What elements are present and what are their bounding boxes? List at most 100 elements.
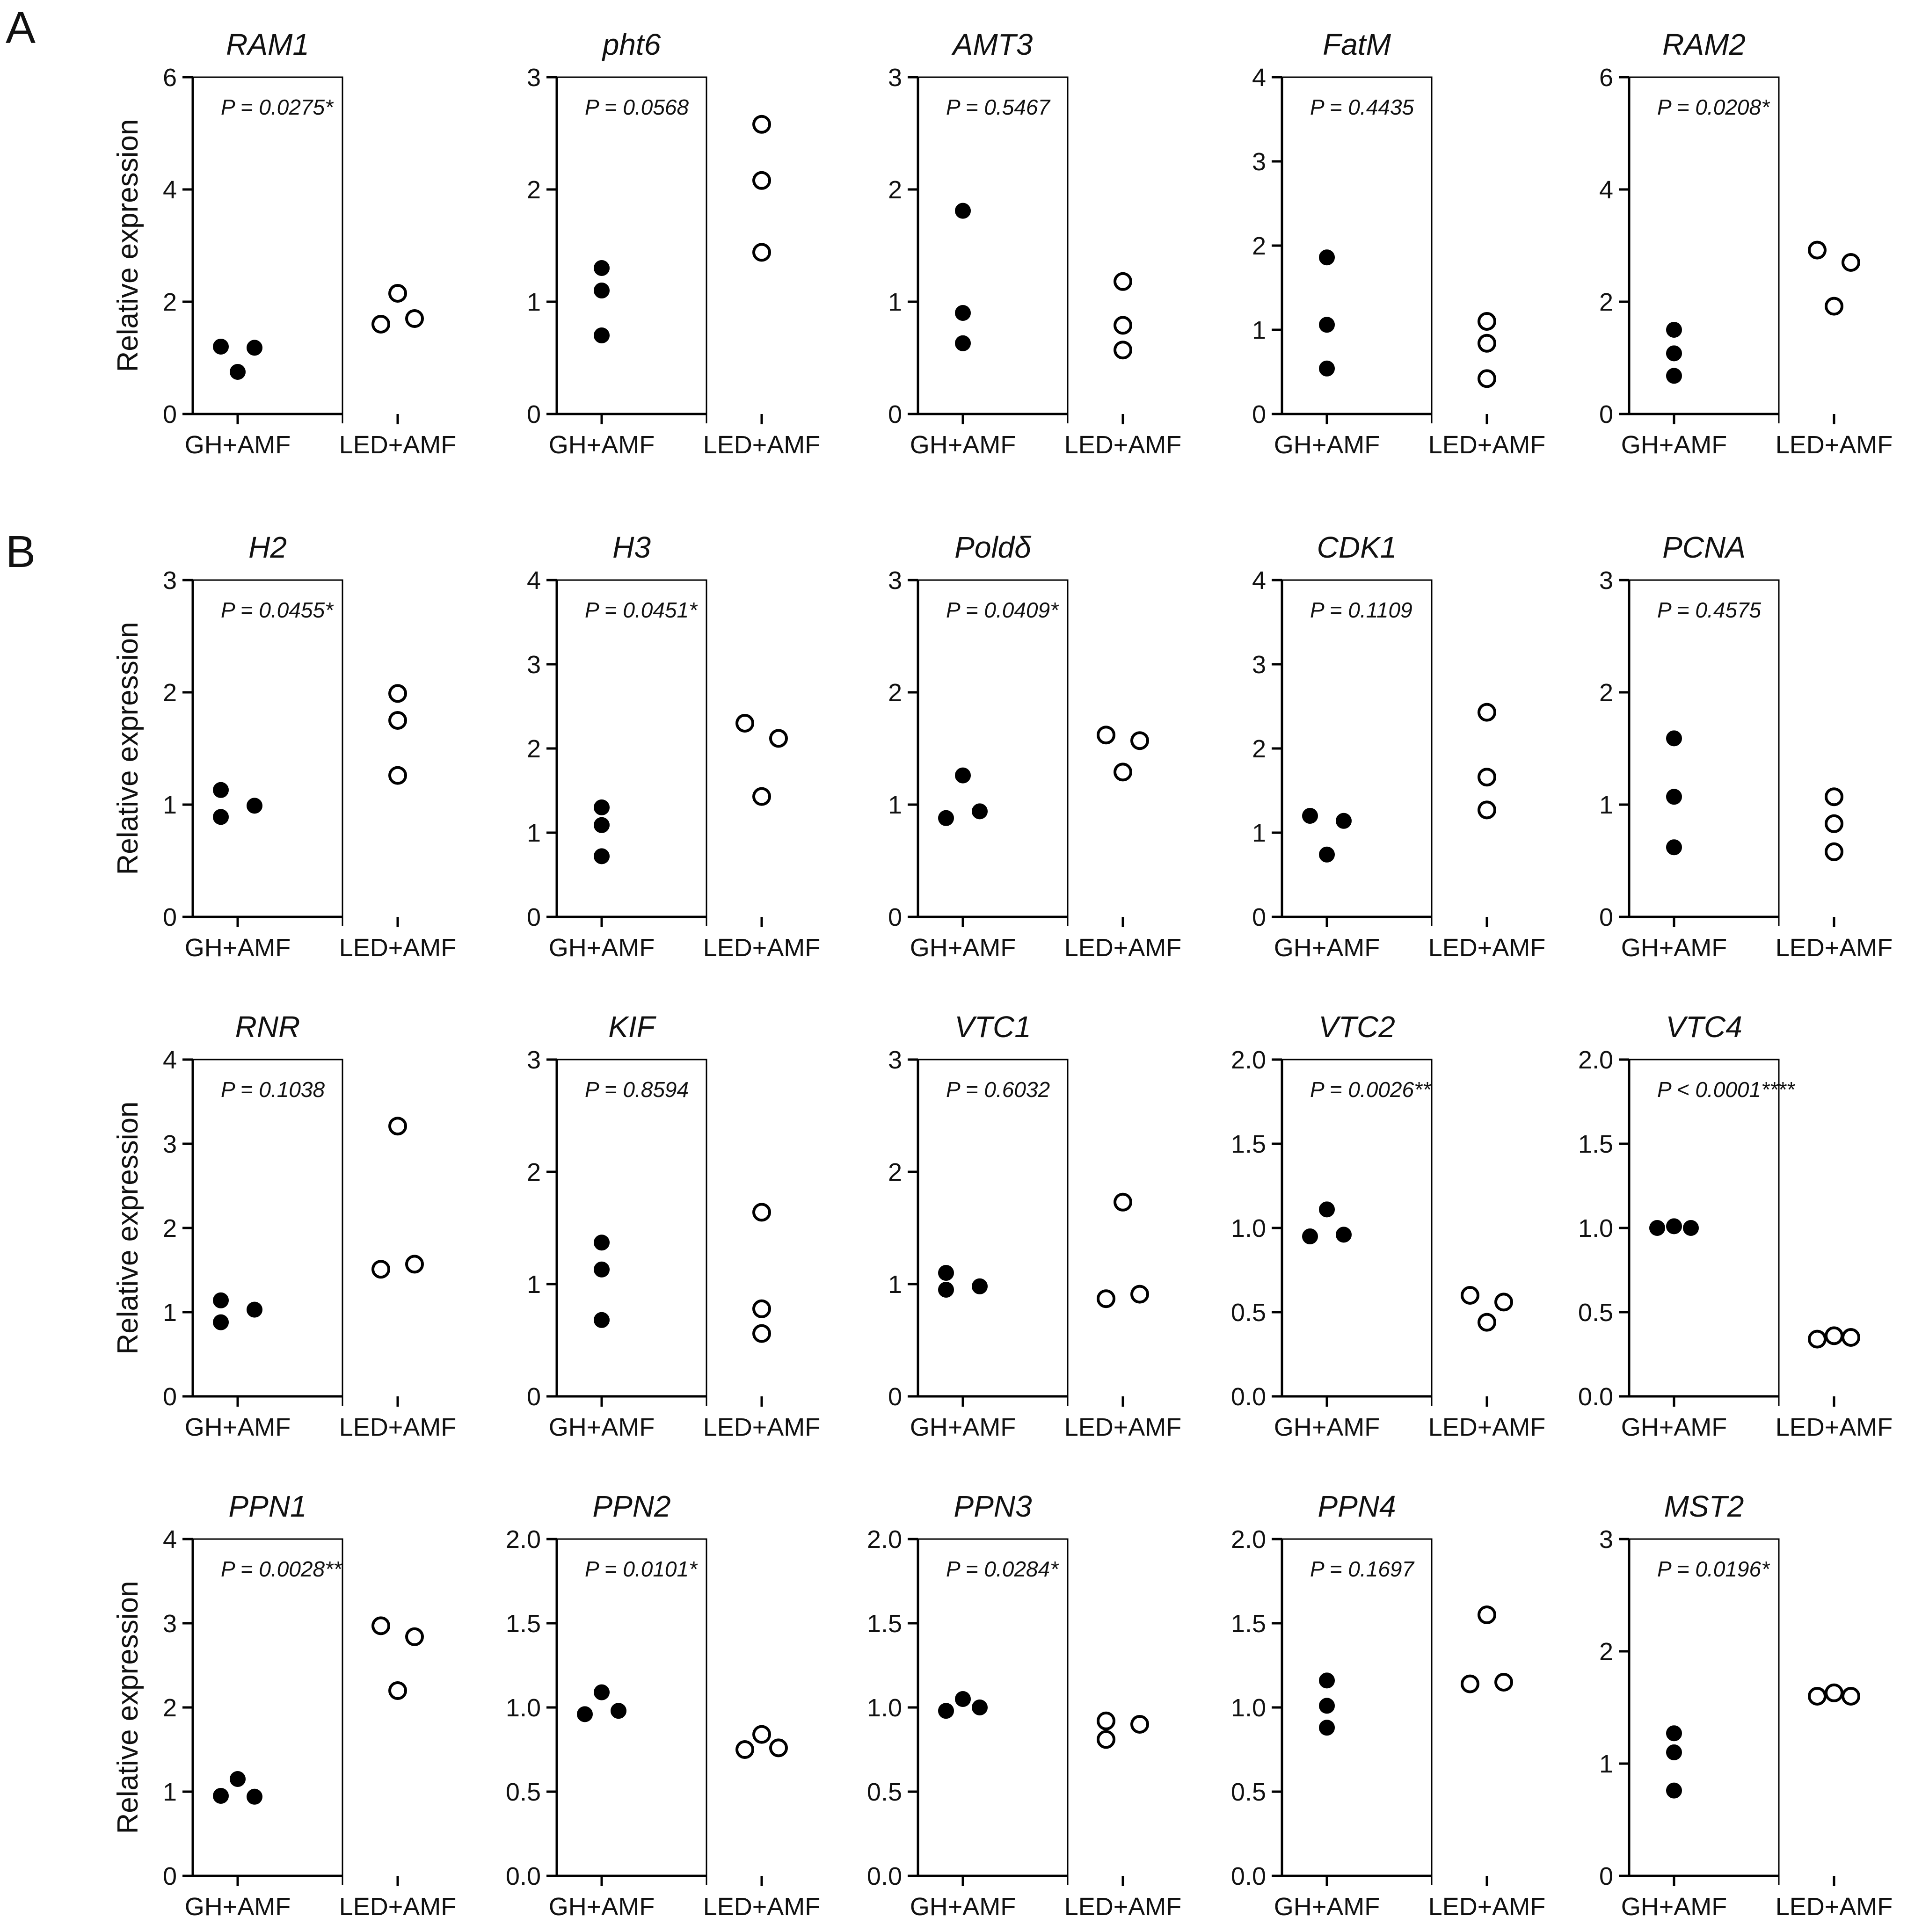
plot-frame [918, 1059, 1069, 1406]
y-tick-label: 4 [1252, 567, 1266, 595]
y-tick-label: 1 [163, 1299, 177, 1327]
data-point-led-amf [388, 284, 407, 303]
data-point-gh-amf [594, 283, 610, 298]
x-tick-label: GH+AMF [549, 431, 655, 459]
data-point-gh-amf [594, 1312, 610, 1328]
data-point-led-amf [1097, 1711, 1115, 1730]
data-point-gh-amf [972, 1278, 988, 1294]
p-value-label: P = 0.0028** [221, 1557, 342, 1581]
x-tick-label: LED+AMF [1064, 431, 1182, 459]
y-tick-label: 0 [888, 903, 902, 931]
x-tick-label: LED+AMF [1428, 1413, 1546, 1441]
p-value-label: P = 0.0409* [946, 598, 1059, 622]
x-tick-label: LED+AMF [1776, 1893, 1893, 1921]
y-tick-label: 0.5 [867, 1778, 902, 1806]
y-tick-label: 2 [1599, 288, 1613, 316]
y-tick-label: 4 [1599, 176, 1613, 204]
data-point-gh-amf [1302, 1228, 1318, 1244]
chart-h2: H2 P = 0.0455* 0 1 2 3 GH+AMF LED+AMF Relative e… [112, 530, 456, 962]
data-point-led-amf [735, 714, 754, 733]
chart-title: H3 [612, 530, 651, 564]
y-tick-label: 0 [1599, 1862, 1613, 1890]
y-tick-label: 1.0 [506, 1694, 541, 1722]
data-point-led-amf [1130, 1285, 1149, 1304]
p-value-label: P = 0.0568 [585, 95, 689, 119]
data-point-led-amf [1478, 1605, 1496, 1624]
p-value-label: P = 0.0101* [585, 1557, 698, 1581]
data-point-gh-amf [1319, 360, 1335, 377]
y-tick-label: 0.5 [1231, 1299, 1266, 1327]
data-point-led-amf [1114, 316, 1132, 335]
x-tick-label: LED+AMF [703, 431, 821, 459]
plot-frame [557, 579, 707, 926]
chart-fatm: FatM P = 0.4435 0 1 2 3 4 GH+AMF LED+AMF [1252, 28, 1545, 459]
chart-amt3: AMT3 P = 0.5467 0 1 2 3 GH+AMF LED+AMF [888, 28, 1181, 459]
data-point-led-amf [752, 243, 771, 262]
y-tick-label: 3 [1599, 1525, 1613, 1554]
y-tick-label: 4 [163, 1525, 177, 1554]
data-point-led-amf [1097, 1289, 1115, 1308]
data-point-gh-amf [594, 799, 610, 815]
data-point-gh-amf [1319, 249, 1335, 266]
y-tick-label: 0 [163, 903, 177, 931]
plot-frame [918, 76, 1069, 423]
y-tick-label: 2 [163, 1694, 177, 1722]
data-point-gh-amf [1319, 1698, 1335, 1714]
y-tick-label: 3 [163, 1610, 177, 1638]
data-point-gh-amf [1666, 1725, 1682, 1742]
y-tick-label: 3 [888, 64, 902, 92]
data-point-gh-amf [213, 782, 229, 798]
chart-ram1: RAM1 P = 0.0275* 0 2 4 6 GH+AMF LED+AMF Relative… [112, 28, 456, 459]
data-point-gh-amf [247, 1788, 262, 1805]
data-point-led-amf [1478, 369, 1496, 388]
y-tick-label: 0 [1599, 903, 1613, 931]
x-tick-label: GH+AMF [1274, 1413, 1380, 1441]
y-tick-label: 2.0 [1578, 1046, 1613, 1074]
plot-frame [557, 1059, 707, 1406]
data-point-led-amf [1825, 814, 1843, 833]
y-tick-label: 0.5 [1578, 1299, 1613, 1327]
p-value-label: P = 0.1038 [221, 1077, 325, 1102]
y-tick-label: 0 [888, 400, 902, 429]
p-value-label: P = 0.8594 [585, 1077, 689, 1102]
plot-frame [557, 1538, 707, 1885]
data-point-led-amf [1842, 253, 1860, 272]
data-point-led-amf [1478, 768, 1496, 787]
y-tick-label: 3 [888, 1046, 902, 1074]
y-tick-label: 2 [888, 1158, 902, 1186]
plot-frame [193, 76, 343, 423]
data-point-gh-amf [1666, 322, 1682, 338]
y-axis-label: Relative expression [112, 622, 144, 875]
y-tick-label: 1 [1599, 791, 1613, 819]
chart-ppn1: PPN1 P = 0.0028** 0 1 2 3 4 GH+AMF LED+AMF Relati… [112, 1489, 456, 1921]
data-point-led-amf [1478, 312, 1496, 331]
x-tick-label: GH+AMF [910, 1893, 1016, 1921]
data-point-led-amf [1808, 1329, 1827, 1349]
y-axis-label: Relative expression [112, 1581, 144, 1834]
y-tick-label: 0 [527, 400, 541, 429]
data-point-gh-amf [1336, 1227, 1352, 1243]
x-tick-label: GH+AMF [1621, 1893, 1727, 1921]
chart-ppn2: PPN2 P = 0.0101* 0.0 0.5 1.0 1.5 2.0 GH+AMF LED+… [506, 1489, 820, 1921]
x-tick-label: LED+AMF [339, 1893, 457, 1921]
p-value-label: P = 0.0455* [221, 598, 334, 622]
data-point-led-amf [1478, 703, 1496, 722]
x-tick-label: GH+AMF [185, 934, 291, 962]
chart-pold: Poldδ P = 0.0409* 0 1 2 3 GH+AMF LED+AMF [888, 530, 1181, 962]
x-tick-label: GH+AMF [1621, 1413, 1727, 1441]
data-point-led-amf [1114, 763, 1132, 782]
plot-frame [1629, 76, 1780, 423]
y-tick-label: 1 [888, 288, 902, 316]
y-tick-label: 1 [527, 288, 541, 316]
data-point-led-amf [405, 1255, 424, 1274]
data-point-led-amf [1825, 842, 1843, 861]
data-point-led-amf [371, 1260, 390, 1279]
x-tick-label: LED+AMF [1064, 934, 1182, 962]
data-point-led-amf [1808, 1687, 1827, 1706]
x-tick-label: GH+AMF [1621, 934, 1727, 962]
p-value-label: P = 0.0208* [1657, 95, 1770, 119]
x-tick-label: GH+AMF [549, 1893, 655, 1921]
y-tick-label: 4 [1252, 64, 1266, 92]
data-point-gh-amf [594, 817, 610, 833]
y-tick-label: 3 [163, 567, 177, 595]
